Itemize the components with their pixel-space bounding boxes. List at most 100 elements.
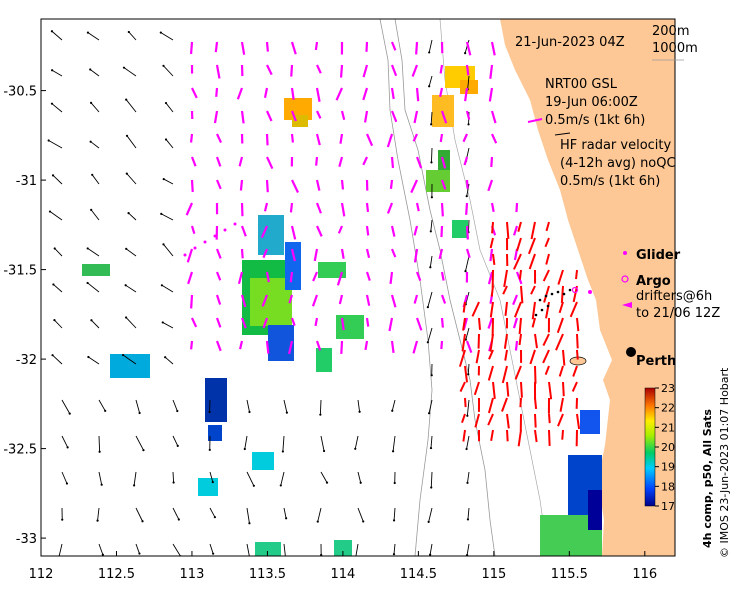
gsl-vector	[240, 317, 247, 329]
current-vector	[161, 284, 174, 293]
current-vector	[391, 399, 396, 411]
gsl-vector	[515, 202, 519, 213]
gsl-vector	[488, 87, 494, 102]
gsl-vector	[240, 110, 245, 124]
hf-vector	[517, 221, 522, 232]
hf-vector	[559, 397, 564, 412]
gsl-vector	[239, 179, 244, 191]
current-vector	[135, 543, 140, 554]
gsl-vector	[262, 248, 269, 259]
gsl-vector	[415, 41, 419, 55]
gsl-vector	[439, 64, 444, 74]
gsl-vector	[315, 133, 321, 146]
gsl-vector	[263, 202, 269, 212]
current-vector-head	[142, 449, 145, 452]
hf-vector	[558, 301, 564, 314]
current-vector	[123, 67, 137, 77]
gsl-vector	[265, 110, 273, 122]
gsl-vector	[412, 133, 418, 142]
y-tick-label: -32	[16, 353, 37, 368]
gsl-vector	[314, 317, 319, 327]
current-vector-head	[358, 410, 361, 413]
gsl-vector	[340, 110, 346, 121]
current-vector-head	[430, 196, 433, 199]
gsl-vector	[290, 133, 295, 143]
gsl-vector	[215, 64, 221, 79]
current-vector	[126, 173, 137, 185]
hf-vector	[461, 413, 466, 424]
current-vector-head	[467, 373, 470, 376]
y-tick-label: -30.5	[3, 85, 37, 100]
current-vector-head	[162, 64, 165, 67]
current-vector	[430, 111, 433, 125]
current-vector-head	[164, 138, 168, 141]
gsl-vector	[489, 64, 494, 79]
current-vector	[428, 399, 433, 414]
gsl-vector	[440, 110, 448, 124]
current-vector-head	[159, 31, 162, 34]
current-vector-head	[392, 553, 396, 556]
gsl-vector	[340, 340, 344, 354]
hf-vector	[462, 301, 466, 313]
glider-label: Glider	[636, 248, 681, 263]
current-vector	[466, 435, 470, 450]
gsl-scale-arrow	[527, 118, 543, 123]
colorbar-tick-label: 18	[661, 480, 675, 493]
current-vector-head	[138, 411, 141, 415]
hf-vector	[506, 413, 510, 429]
hf-vector	[531, 317, 536, 328]
current-vector-head	[162, 177, 165, 181]
current-vector-head	[127, 30, 130, 34]
hf-scale: 0.5m/s (1kt 6h)	[560, 174, 660, 189]
hf-vector	[513, 253, 522, 270]
contour-200m	[394, 19, 496, 556]
current-vector-head	[316, 520, 319, 523]
perth-marker	[626, 347, 636, 357]
gsl-scale: 0.5m/s (1kt 6h)	[545, 113, 645, 128]
current-vector	[54, 248, 63, 257]
hf-vector	[569, 301, 578, 318]
current-vector-head	[161, 321, 164, 324]
current-vector	[135, 507, 143, 522]
hf-vector	[487, 413, 494, 426]
x-tick-label: 112	[29, 567, 54, 582]
current-vector	[320, 435, 325, 452]
background-vectors	[47, 30, 470, 560]
current-vector-head	[249, 558, 251, 560]
current-vector	[357, 399, 361, 412]
hf-vector	[548, 413, 551, 424]
current-vector	[163, 65, 174, 77]
gsl-vector	[411, 64, 419, 77]
gsl-vector	[315, 156, 319, 166]
gsl-vector	[440, 202, 444, 217]
current-vector	[466, 183, 470, 197]
hf-vector	[516, 237, 522, 252]
hf-vector	[575, 269, 578, 280]
drifter-label-1: drifters@6h	[636, 289, 712, 304]
hf-vector	[520, 381, 523, 398]
gsl-vector	[261, 294, 269, 307]
hf-vector	[545, 221, 550, 232]
hf-vector	[517, 429, 522, 447]
current-vector-head	[125, 98, 128, 101]
current-vector	[51, 103, 63, 113]
hf-vector	[519, 397, 522, 408]
contour-200m-label: 200m	[652, 24, 689, 39]
gsl-vector	[365, 41, 369, 52]
hf-vector	[557, 413, 564, 427]
hf-vector	[501, 397, 508, 412]
hf-vector	[562, 381, 565, 397]
current-vector-head	[467, 123, 470, 126]
gsl-vector	[365, 202, 370, 212]
current-vector-head	[53, 247, 56, 250]
gsl-vector	[438, 248, 444, 260]
glider-marker	[623, 251, 627, 255]
hf-vector	[530, 221, 536, 240]
current-vector	[427, 327, 433, 343]
gsl-vector	[390, 294, 397, 308]
glider-track	[183, 222, 237, 257]
gsl-vector	[265, 271, 270, 283]
hf-vector	[542, 269, 550, 282]
current-vector	[172, 471, 175, 483]
current-vector	[172, 399, 178, 412]
